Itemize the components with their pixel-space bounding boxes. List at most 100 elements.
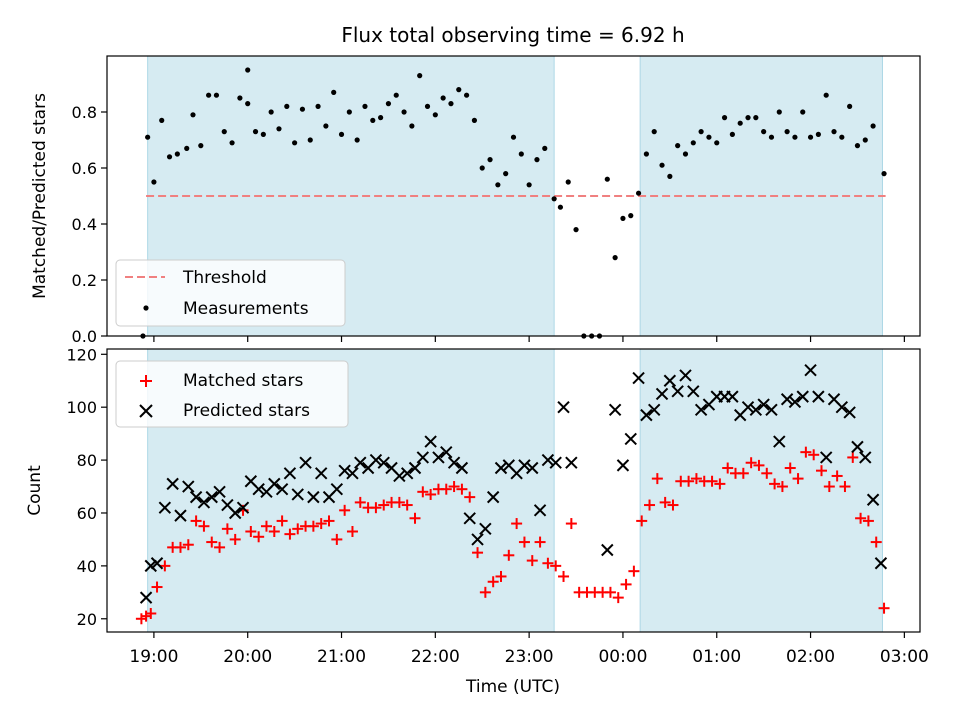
measurement-point [573, 227, 579, 233]
matched-star-point [198, 520, 210, 532]
matched-star-point [690, 473, 702, 485]
predicted-star-point [648, 403, 661, 417]
measurement-point [628, 213, 634, 219]
predicted-star-point [424, 435, 437, 448]
predicted-star-point [541, 453, 555, 467]
matched-star-point [214, 541, 226, 553]
matched-star-point [307, 520, 319, 532]
predicted-star-point [252, 482, 265, 496]
measurement-point [284, 103, 290, 109]
matched-star-point [628, 565, 640, 577]
predicted-star-point [369, 453, 383, 467]
measurement-point [252, 129, 259, 135]
measurement-point [768, 134, 775, 140]
predicted-star-point [299, 456, 312, 469]
matched-star-point [511, 518, 523, 530]
matched-star-point [393, 496, 405, 508]
predicted-star-point [486, 490, 500, 504]
predicted-star-point [518, 459, 531, 472]
chart-title: Flux total observing time = 6.92 h [341, 23, 684, 47]
matched-star-point [753, 459, 765, 471]
matched-star-point [409, 512, 421, 524]
predicted-star-point [601, 543, 614, 557]
y-tick-label: 80 [77, 451, 97, 470]
matched-star-point [487, 576, 499, 588]
matched-star-point [722, 462, 734, 474]
measurement-point [776, 109, 782, 115]
predicted-star-point [608, 403, 622, 417]
y-axis-label: Count [25, 465, 45, 516]
legend-matched-swatch [140, 375, 152, 387]
measurement-point [184, 145, 190, 151]
matched-star-point [878, 602, 890, 614]
matched-star-point [792, 473, 804, 485]
predicted-star-point [174, 509, 187, 522]
matched-star-point [542, 557, 554, 569]
x-tick-label: 03:00 [880, 647, 929, 667]
measurement-point [299, 106, 306, 112]
predicted-star-point [150, 557, 164, 570]
legend: Matched stars Predicted stars [115, 360, 349, 428]
matched-star-point [323, 515, 335, 527]
measurement-point [292, 140, 298, 146]
matched-star-point [268, 525, 280, 537]
measurement-point [268, 109, 274, 115]
matched-star-point [346, 525, 358, 537]
matched-star-point [659, 496, 671, 508]
matched-star-point [644, 499, 656, 511]
predicted-star-point [283, 467, 297, 480]
matched-star-point [831, 470, 843, 482]
measurement-point [237, 95, 243, 101]
matched-star-point [526, 555, 538, 567]
matched-star-point [558, 570, 570, 582]
y-axis-ticks: 0.0 0.2 0.4 0.6 0.8 [72, 103, 107, 346]
measurement-point [745, 115, 751, 121]
matched-star-point [855, 512, 867, 524]
predicted-star-point [189, 490, 203, 504]
matched-star-point [440, 483, 452, 495]
y-tick-label: 120 [66, 345, 97, 364]
predicted-star-point [408, 461, 422, 475]
measurement-point [190, 112, 196, 118]
measurement-point [659, 162, 665, 168]
measurement-point [174, 151, 180, 157]
predicted-star-point [197, 496, 211, 509]
matched-star-point [182, 539, 194, 551]
measurement-point [682, 151, 689, 157]
predicted-star-point [835, 400, 849, 414]
measurement-point [471, 117, 478, 123]
measurement-point [440, 95, 446, 101]
measurement-point [823, 92, 829, 98]
matched-star-point [260, 520, 272, 532]
matched-star-point [140, 610, 152, 622]
measurement-point [698, 129, 704, 135]
matched-star-point [354, 496, 366, 508]
matched-star-point [495, 570, 507, 582]
measurement-point [338, 131, 345, 137]
measurement-point [792, 134, 798, 140]
measurement-point [362, 103, 368, 109]
measurement-point [385, 101, 392, 107]
predicted-star-point [819, 451, 833, 464]
legend-measurements-swatch [143, 305, 149, 311]
matched-star-point [284, 528, 296, 540]
measurement-point [346, 109, 352, 115]
matched-star-point [174, 541, 186, 553]
predicted-star-point [663, 374, 677, 387]
measurement-point [667, 173, 673, 179]
matched-star-point [135, 613, 147, 625]
predicted-star-point [773, 435, 786, 448]
matched-star-point [745, 457, 757, 469]
predicted-star-point [843, 406, 856, 419]
measurement-point [479, 165, 485, 171]
predicted-star-point [687, 385, 700, 398]
predicted-star-point [400, 467, 414, 480]
predicted-star-point [679, 369, 692, 382]
matched-star-point [292, 523, 304, 535]
y-tick-label: 40 [77, 557, 97, 576]
legend-predicted-label: Predicted stars [183, 401, 310, 421]
measurement-point [166, 154, 173, 160]
matched-star-point [206, 536, 218, 548]
matched-star-point [565, 518, 577, 530]
measurement-point [393, 92, 399, 98]
